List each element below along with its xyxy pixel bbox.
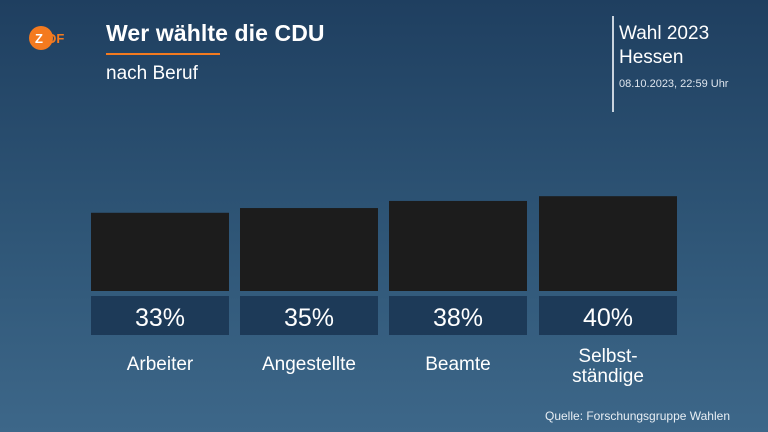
- value-label: 38%: [433, 304, 483, 332]
- category-label: Selbst-: [578, 346, 637, 367]
- timestamp: 08.10.2023, 22:59 Uhr: [619, 78, 729, 90]
- category-label: Arbeiter: [127, 354, 194, 375]
- source-note: Quelle: Forschungsgruppe Wahlen: [545, 409, 730, 423]
- bar: [91, 212, 229, 291]
- svg-text:DF: DF: [47, 31, 64, 46]
- zdf-logo: Z DF: [29, 26, 64, 50]
- svg-text:Z: Z: [35, 31, 43, 46]
- category-label: Beamte: [425, 354, 490, 375]
- category-label: Angestellte: [262, 354, 356, 375]
- election-info: Wahl 2023 Hessen: [619, 22, 709, 70]
- bar: [240, 208, 378, 291]
- category-label: ständige: [572, 366, 644, 387]
- value-box: [389, 296, 527, 335]
- value-label: 33%: [135, 304, 185, 332]
- value-box: [539, 296, 677, 335]
- value-box: [240, 296, 378, 335]
- title-underline: [106, 53, 220, 55]
- bar: [389, 200, 527, 291]
- chart-title: Wer wählte die CDU: [106, 20, 325, 46]
- election-year: Wahl 2023: [619, 23, 710, 44]
- value-label: 40%: [583, 304, 633, 332]
- chart-subtitle: nach Beruf: [106, 63, 198, 84]
- value-label: 35%: [284, 304, 334, 332]
- value-box: [91, 296, 229, 335]
- election-state: Hessen: [619, 47, 684, 68]
- header-divider: [612, 16, 614, 112]
- bar: [539, 196, 677, 291]
